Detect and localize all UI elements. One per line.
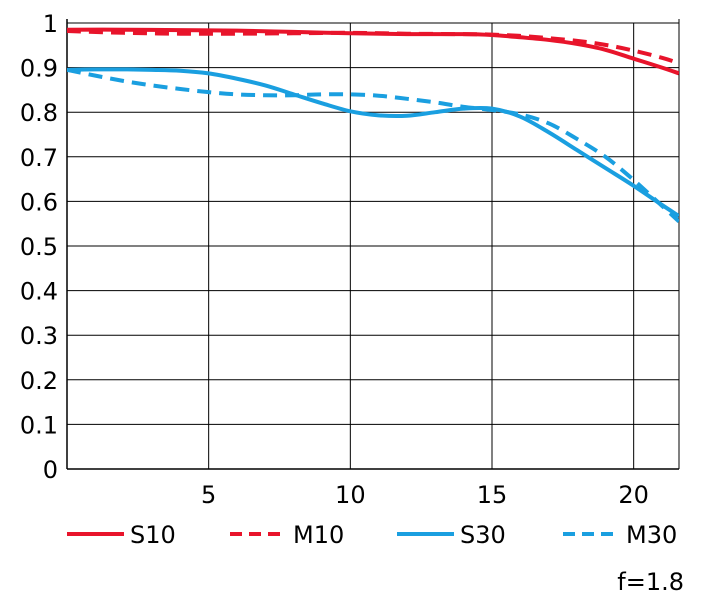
- y-tick-label: 0.1: [20, 411, 58, 439]
- y-tick-label: 0.4: [20, 278, 58, 306]
- series-line-s30: [67, 67, 679, 218]
- x-tick-labels: 5 10 15 20: [201, 481, 649, 509]
- x-tick-label: 5: [201, 481, 216, 509]
- legend-label: M10: [293, 521, 344, 549]
- legend-label: S10: [130, 521, 176, 549]
- legend-item-m30: M30: [563, 521, 677, 549]
- legend-item-s10: S10: [67, 521, 176, 549]
- legend-item-m10: M10: [230, 521, 344, 549]
- y-tick-label: 0: [43, 456, 58, 484]
- y-tick-label: 0.2: [20, 367, 58, 395]
- y-tick-label: 0.9: [20, 55, 58, 83]
- x-tick-label: 15: [477, 481, 508, 509]
- y-tick-label: 0.6: [20, 188, 58, 216]
- y-tick-label: 0.7: [20, 144, 58, 172]
- y-tick-label: 0.3: [20, 322, 58, 350]
- y-tick-label: 0.8: [20, 99, 58, 127]
- series-line-m10: [67, 29, 679, 66]
- legend-item-s30: S30: [397, 521, 506, 549]
- plot-frame: [66, 19, 680, 470]
- grid: [67, 22, 679, 469]
- series-lines: [67, 27, 679, 223]
- legend-label: S30: [460, 521, 506, 549]
- y-tick-labels: 0 0.1 0.2 0.3 0.4 0.5 0.6 0.7 0.8 0.9 1: [20, 10, 58, 484]
- legend-label: M30: [626, 521, 677, 549]
- series-line-m30: [67, 67, 679, 223]
- series-line-s10: [67, 27, 679, 76]
- y-tick-label: 0.5: [20, 233, 58, 261]
- x-tick-label: 20: [618, 481, 649, 509]
- x-tick-label: 10: [335, 481, 366, 509]
- y-tick-label: 1: [43, 10, 58, 38]
- legend: S10 M10 S30 M30: [67, 521, 677, 549]
- aperture-annotation: f=1.8: [617, 568, 684, 596]
